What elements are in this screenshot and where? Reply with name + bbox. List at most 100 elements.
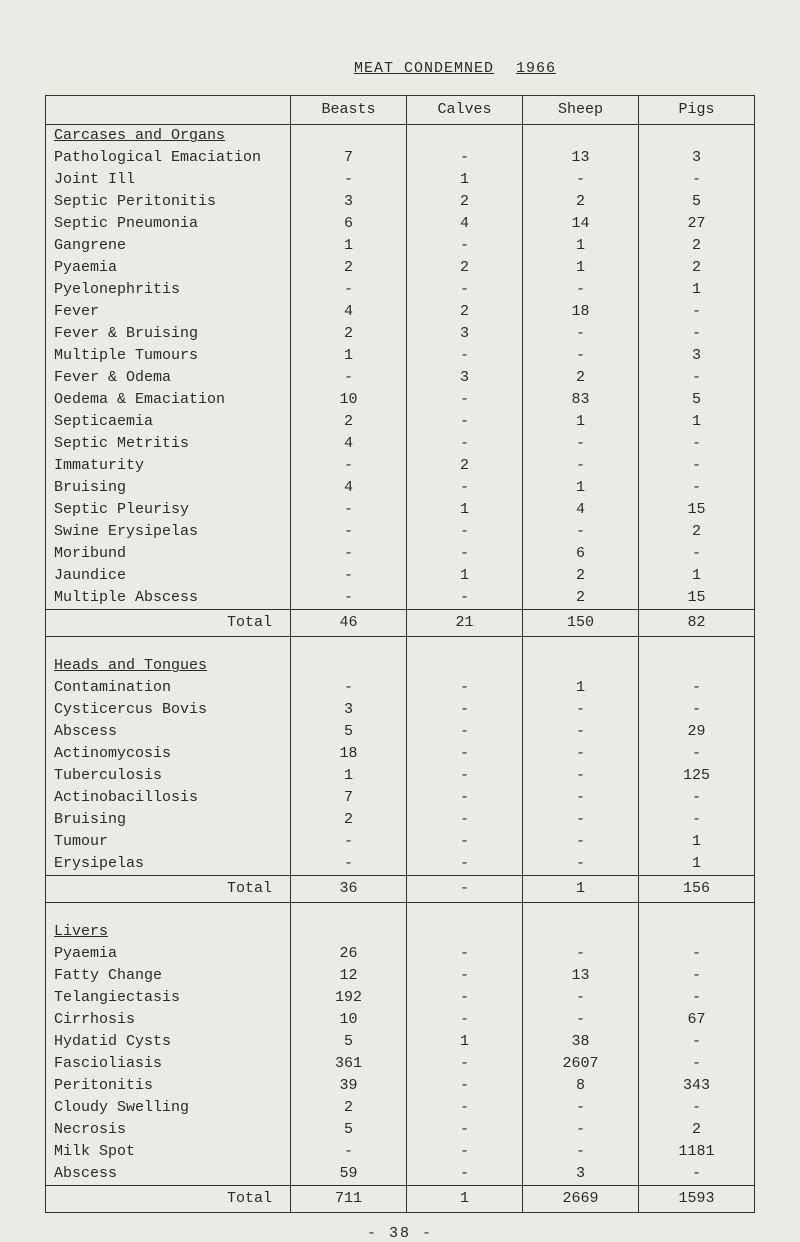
col-beasts: Beasts [291,96,407,125]
row-label: Moribund [46,543,291,565]
cell-value: - [639,787,755,809]
cell-value: 13 [523,965,639,987]
cell-value: 3 [639,345,755,367]
cell-value: 3 [407,367,523,389]
cell-value: - [291,565,407,587]
total-value: 150 [523,610,639,637]
total-value: 21 [407,610,523,637]
table-row: Fever & Bruising23-- [46,323,755,345]
cell-value: 2 [291,257,407,279]
cell-value: 29 [639,721,755,743]
cell-empty [523,637,639,656]
cell-empty [639,921,755,943]
row-label: Immaturity [46,455,291,477]
table-row: Abscess59-3- [46,1163,755,1186]
cell-empty [407,125,523,148]
row-label: Telangiectasis [46,987,291,1009]
table-row: Pyaemia26--- [46,943,755,965]
cell-value: - [523,787,639,809]
cell-value: - [523,323,639,345]
row-label: Cysticercus Bovis [46,699,291,721]
table-row: Joint Ill-1-- [46,169,755,191]
cell-value: 2 [407,191,523,213]
cell-value: - [407,677,523,699]
cell-value: - [407,433,523,455]
cell-value: - [291,543,407,565]
cell-empty [407,903,523,922]
row-label: Tuberculosis [46,765,291,787]
cell-value: 4 [523,499,639,521]
cell-value: 4 [291,433,407,455]
section-heading-row: Heads and Tongues [46,655,755,677]
cell-value: - [523,943,639,965]
total-value: 1 [407,1186,523,1213]
cell-value: - [523,699,639,721]
table-row: Milk Spot---1181 [46,1141,755,1163]
table-row: Telangiectasis192--- [46,987,755,1009]
table-row: Septic Peritonitis3225 [46,191,755,213]
cell-value: - [523,765,639,787]
cell-value: 15 [639,587,755,610]
cell-value: - [639,1031,755,1053]
cell-value: - [407,279,523,301]
cell-value: - [407,389,523,411]
row-label: Septic Metritis [46,433,291,455]
cell-value: 2 [523,587,639,610]
cell-value: 1 [407,1031,523,1053]
cell-value: - [291,279,407,301]
table-row: Fascioliasis361-2607- [46,1053,755,1075]
cell-value: - [407,147,523,169]
section-heading-row: Livers [46,921,755,943]
cell-value: 2 [407,301,523,323]
cell-value: - [291,853,407,876]
table-row: Actinomycosis18--- [46,743,755,765]
cell-value: - [407,1163,523,1186]
cell-value: 18 [523,301,639,323]
row-label: Joint Ill [46,169,291,191]
col-calves: Calves [407,96,523,125]
table-row: Necrosis5--2 [46,1119,755,1141]
cell-value: 2 [639,1119,755,1141]
cell-value: - [407,1119,523,1141]
cell-value: 1 [407,499,523,521]
cell-value: - [523,279,639,301]
cell-empty [291,903,407,922]
table-row: Fatty Change12-13- [46,965,755,987]
cell-value: - [639,743,755,765]
cell-value: - [407,411,523,433]
cell-value: - [291,367,407,389]
section-heading: Livers [46,921,291,943]
table-row: Hydatid Cysts5138- [46,1031,755,1053]
cell-value: - [523,743,639,765]
total-row: Total711126691593 [46,1186,755,1213]
cell-value: 343 [639,1075,755,1097]
title-year: 1966 [516,60,556,77]
cell-value: 1 [639,831,755,853]
cell-value: 7 [291,787,407,809]
total-value: 1593 [639,1186,755,1213]
cell-value: 2 [407,257,523,279]
cell-value: - [523,1141,639,1163]
cell-value: - [407,965,523,987]
cell-value: - [523,831,639,853]
cell-value: - [291,677,407,699]
cell-empty [523,655,639,677]
cell-value: - [407,1053,523,1075]
cell-value: 1 [523,235,639,257]
page: MEAT CONDEMNED 1966 Beasts Calves Sheep … [0,0,800,1089]
cell-empty [639,637,755,656]
spacer-row [46,903,755,922]
cell-value: 2 [291,323,407,345]
cell-value: 192 [291,987,407,1009]
row-label: Fever & Odema [46,367,291,389]
cell-value: - [639,367,755,389]
cell-value: - [407,543,523,565]
page-number: - 38 - [45,1225,755,1242]
cell-value: 27 [639,213,755,235]
table-row: Contamination--1- [46,677,755,699]
section-heading: Heads and Tongues [46,655,291,677]
row-label: Abscess [46,721,291,743]
table-row: Bruising4-1- [46,477,755,499]
cell-value: - [407,235,523,257]
row-label: Abscess [46,1163,291,1186]
